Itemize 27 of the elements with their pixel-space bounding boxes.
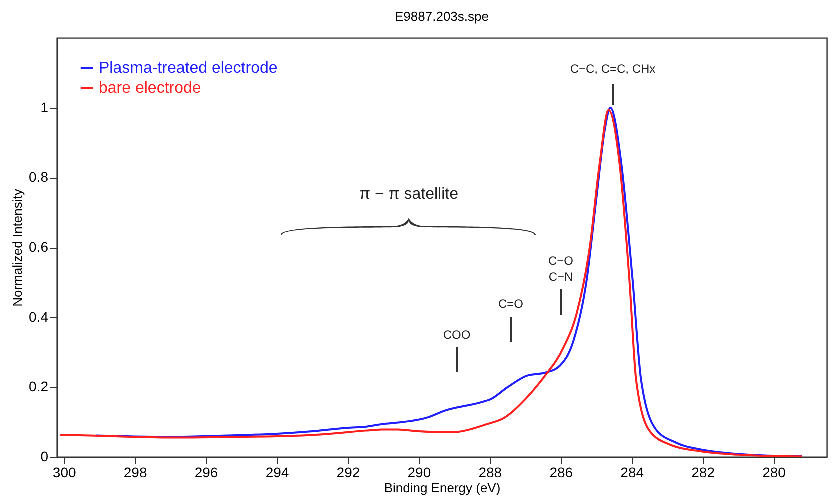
x-tick-label: 284 [620, 464, 644, 480]
y-tick-label: 0.4 [29, 308, 49, 325]
x-tick-label: 288 [478, 464, 502, 480]
x-tick-label: 296 [194, 464, 218, 480]
y-axis-title: Normalized Intensity [10, 188, 26, 307]
y-tick-label: 0.2 [29, 378, 49, 395]
annotation: π − π satellite [359, 186, 459, 203]
legend-label: bare electrode [99, 80, 202, 97]
x-tick-label: 300 [52, 464, 76, 480]
x-axis-title: Binding Energy (eV) [384, 480, 501, 496]
y-tick-label: 0 [40, 448, 49, 464]
y-tick-label: 0.6 [29, 239, 49, 255]
x-tick-label: 282 [692, 464, 716, 480]
x-tick-label: 294 [266, 464, 290, 480]
x-tick-label: 292 [336, 464, 360, 480]
x-tick-label: 298 [124, 464, 148, 480]
chart-title: E9887.203s.spe [395, 9, 489, 24]
y-tick-label: 0.8 [29, 169, 49, 186]
x-tick-label: 280 [762, 464, 786, 480]
x-tick-label: 290 [408, 464, 432, 480]
x-tick-label: 286 [550, 464, 574, 480]
y-tick-label: 1 [40, 99, 49, 116]
legend-label: Plasma-treated electrode [99, 60, 278, 77]
annotation: C=O [498, 297, 524, 311]
annotation: C−C, C=C, CHx [570, 62, 656, 76]
annotation: COO [443, 328, 471, 342]
annotation: C−O C−N [548, 254, 574, 284]
